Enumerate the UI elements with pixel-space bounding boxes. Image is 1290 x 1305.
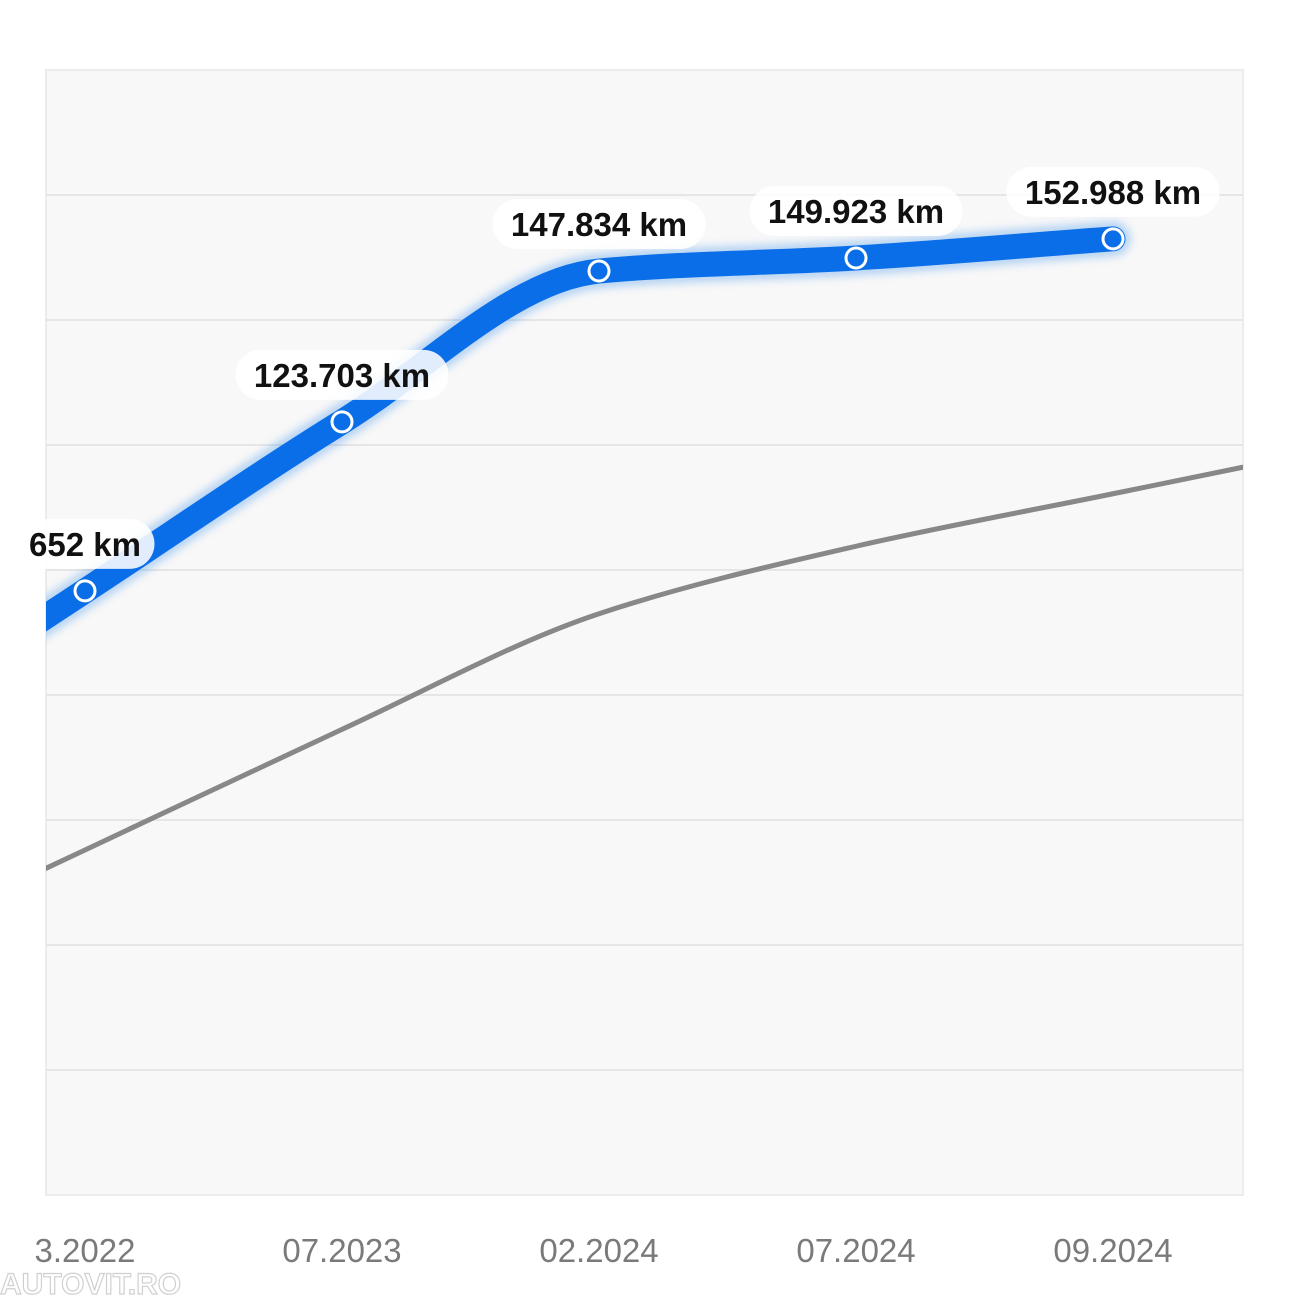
data-label-background (492, 199, 706, 250)
data-point (587, 259, 611, 283)
data-label: 652 km (29, 526, 141, 563)
data-label-background (235, 349, 449, 400)
x-tick-label: 3.2022 (35, 1232, 136, 1269)
data-point (1101, 227, 1125, 251)
x-tick-label: 07.2023 (282, 1232, 401, 1269)
data-point (844, 246, 868, 270)
series-layer (46, 220, 1243, 872)
x-tick-label: 02.2024 (539, 1232, 658, 1269)
watermark-logo: AUTOVIT.RO (0, 1268, 181, 1301)
data-labels-layer: 652 km 123.703 km 147.834 km 149.923 km 152.… (15, 166, 1220, 569)
data-label-background (15, 518, 155, 569)
x-axis: 3.2022 07.2023 02.2024 07.2024 09.2024 (35, 1232, 1173, 1269)
average-mileage-line (46, 464, 1243, 872)
data-label-background (749, 185, 963, 236)
vehicle-mileage-line (46, 226, 1126, 632)
data-point (73, 579, 97, 603)
data-label: 123.703 km (254, 357, 430, 394)
x-tick-label: 07.2024 (796, 1232, 915, 1269)
data-label-background (1006, 166, 1220, 217)
data-label: 149.923 km (768, 193, 944, 230)
data-label: 147.834 km (511, 206, 687, 243)
x-tick-label: 09.2024 (1053, 1232, 1172, 1269)
data-label: 152.988 km (1025, 174, 1201, 211)
data-point (330, 410, 354, 434)
